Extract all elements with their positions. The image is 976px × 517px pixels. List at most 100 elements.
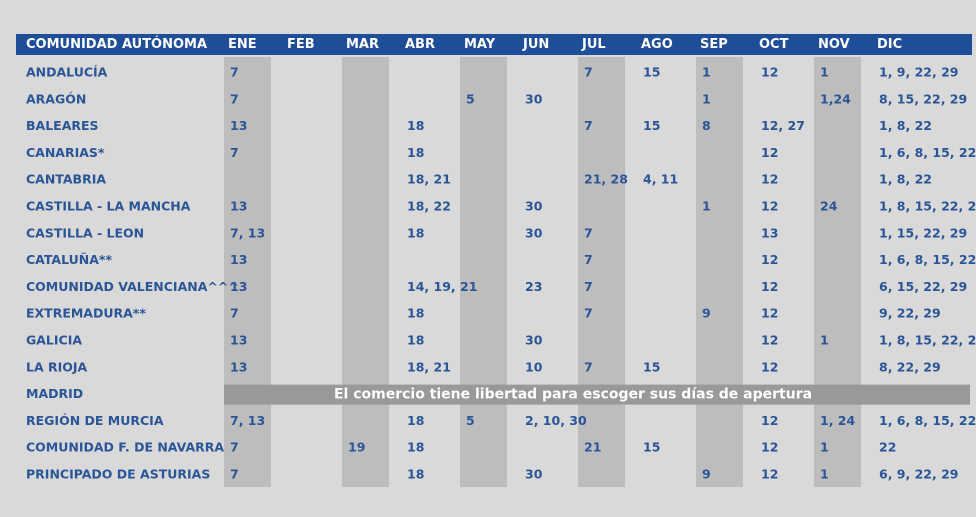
region-name: MADRID [26, 386, 83, 401]
cell: 12 [761, 333, 778, 348]
column-shade [696, 57, 743, 487]
cell: 30 [525, 91, 543, 106]
cell: 7 [230, 467, 239, 482]
cell: 1 [820, 467, 829, 482]
cell: 12 [761, 145, 778, 160]
cell: 1, 15, 22, 29 [879, 225, 967, 240]
column-header: FEB [287, 37, 315, 52]
cell: 18, 21 [407, 172, 451, 187]
cell: 1 [702, 91, 711, 106]
cell: 30 [525, 225, 543, 240]
cell: 12 [761, 252, 778, 267]
column-header: NOV [818, 37, 850, 52]
region-name: BALEARES [26, 118, 99, 133]
region-name: COMUNIDAD VALENCIANA^^^ [26, 279, 239, 294]
cell: 7, 13 [230, 225, 265, 240]
cell: 9, 22, 29 [879, 306, 941, 321]
column-header: DIC [877, 37, 902, 52]
region-name: CANARIAS* [26, 145, 105, 160]
column-shade [814, 57, 861, 487]
cell: 8, 15, 22, 29 [879, 91, 967, 106]
cell: 7 [230, 145, 239, 160]
cell: 1 [820, 333, 829, 348]
cell: 12 [761, 65, 778, 80]
region-name: EXTREMADURA** [26, 306, 146, 321]
cell: 1, 24 [820, 413, 855, 428]
column-header: ENE [228, 37, 257, 52]
cell: 13 [230, 199, 247, 214]
cell: 18 [407, 467, 424, 482]
cell: 12 [761, 279, 778, 294]
note-bar [224, 384, 970, 405]
cell: 1, 9, 22, 29 [879, 65, 959, 80]
column-header: MAR [346, 37, 379, 52]
cell: 18 [407, 306, 424, 321]
cell: 18 [407, 225, 424, 240]
cell: 21 [584, 440, 601, 455]
cell: 14, 19, 21 [407, 279, 477, 294]
cell: 19 [348, 440, 365, 455]
cell: 7 [584, 306, 593, 321]
cell: 18 [407, 333, 424, 348]
cell: 1, 8, 15, 22, 29 [879, 199, 976, 214]
header-bar [16, 34, 972, 55]
cell: 15 [643, 118, 660, 133]
region-name: REGIÓN DE MURCIA [26, 413, 164, 428]
cell: 12 [761, 440, 778, 455]
column-shade [224, 57, 271, 487]
cell: 12 [761, 306, 778, 321]
column-header: MAY [464, 37, 496, 52]
cell: 12 [761, 413, 778, 428]
cell: 1 [820, 65, 829, 80]
cell: 7 [230, 440, 239, 455]
cell: 1, 8, 15, 22, 29 [879, 333, 976, 348]
column-header: JUL [581, 37, 606, 52]
region-name: CANTABRIA [26, 172, 106, 187]
cell: 18 [407, 118, 424, 133]
cell: 15 [643, 440, 660, 455]
column-header: SEP [700, 37, 728, 52]
cell: 10 [525, 359, 543, 374]
column-header: AGO [641, 37, 673, 52]
cell: 13 [230, 252, 247, 267]
cell: 12 [761, 359, 778, 374]
cell: 18 [407, 440, 424, 455]
cell: 13 [230, 118, 247, 133]
cell: 2, 10, 30 [525, 413, 587, 428]
cell: 7 [584, 279, 593, 294]
region-name: ANDALUCÍA [26, 65, 108, 80]
column-shade [342, 57, 389, 487]
cell: 30 [525, 199, 543, 214]
cell: 6, 15, 22, 29 [879, 279, 967, 294]
region-name: COMUNIDAD F. DE NAVARRA [26, 440, 224, 455]
cell: 9 [702, 306, 711, 321]
cell: 1,24 [820, 91, 851, 106]
cell: 7 [584, 225, 593, 240]
cell: 18, 21 [407, 359, 451, 374]
cell: 1, 6, 8, 15, 22 [879, 252, 976, 267]
cell: 8 [702, 118, 711, 133]
cell: 13 [761, 225, 778, 240]
column-header: ABR [405, 37, 435, 52]
cell: 1 [702, 65, 711, 80]
cell: 22 [879, 440, 896, 455]
cell: 1 [702, 199, 711, 214]
region-name: CATALUÑA** [26, 252, 112, 267]
note: El comercio tiene libertad para escoger … [334, 387, 812, 403]
cell: 15 [643, 65, 660, 80]
cell: 1, 8, 22 [879, 118, 932, 133]
cell: 5 [466, 413, 475, 428]
column-shade [578, 57, 625, 487]
cell: 7 [584, 359, 593, 374]
cell: 15 [643, 359, 660, 374]
cell: 23 [525, 279, 542, 294]
cell: 7 [230, 65, 239, 80]
column-header: OCT [759, 37, 789, 52]
cell: 1, 8, 22 [879, 172, 932, 187]
cell: 8, 22, 29 [879, 359, 941, 374]
column-shade [460, 57, 507, 487]
cell: 30 [525, 467, 543, 482]
cell: 18, 22 [407, 199, 451, 214]
cell: 12, 27 [761, 118, 805, 133]
